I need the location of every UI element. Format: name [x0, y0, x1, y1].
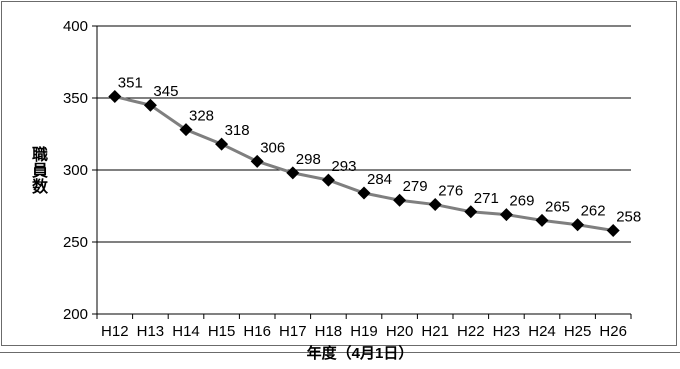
x-tick-label: H25 — [564, 323, 592, 340]
data-point — [357, 186, 371, 200]
data-point — [215, 137, 229, 151]
data-point — [286, 166, 300, 180]
y-tick-label: 250 — [63, 234, 88, 251]
x-tick-label: H26 — [599, 323, 627, 340]
y-axis-label: 職員数 — [29, 146, 46, 194]
data-label: 293 — [331, 158, 356, 175]
y-tick-label: 400 — [63, 18, 88, 35]
data-label: 271 — [474, 190, 499, 207]
x-tick-label: H15 — [208, 323, 236, 340]
x-tick-label: H14 — [172, 323, 200, 340]
chart-frame — [1, 1, 677, 346]
data-label: 258 — [616, 208, 641, 225]
data-point — [428, 198, 442, 212]
x-tick-label: H12 — [101, 323, 129, 340]
x-tick-label: H19 — [350, 323, 378, 340]
data-point — [143, 98, 157, 112]
data-label: 276 — [438, 183, 463, 200]
data-label: 279 — [403, 178, 428, 195]
x-tick-label: H24 — [528, 323, 556, 340]
data-point — [321, 173, 335, 187]
data-point — [393, 193, 407, 207]
data-point — [499, 208, 513, 222]
data-label: 318 — [225, 122, 250, 139]
x-tick-label: H22 — [457, 323, 485, 340]
x-tick-label: H18 — [315, 323, 343, 340]
data-label: 262 — [581, 203, 606, 220]
y-tick-label: 200 — [63, 306, 88, 323]
data-label: 269 — [509, 193, 534, 210]
x-tick-label: H17 — [279, 323, 307, 340]
x-tick-label: H20 — [386, 323, 414, 340]
data-label: 284 — [367, 171, 392, 188]
data-label: 351 — [118, 75, 143, 92]
data-point — [535, 213, 549, 227]
data-label: 345 — [153, 83, 178, 100]
x-tick-label: H21 — [421, 323, 449, 340]
data-label: 328 — [189, 108, 214, 125]
x-tick-label: H13 — [137, 323, 165, 340]
x-tick-label: H23 — [493, 323, 521, 340]
data-point — [571, 218, 585, 232]
data-point — [108, 90, 122, 104]
y-tick-label: 350 — [63, 90, 88, 107]
bottom-border — [0, 352, 680, 353]
data-point — [606, 223, 620, 237]
data-point — [179, 123, 193, 137]
data-label: 298 — [296, 151, 321, 168]
x-tick-label: H16 — [243, 323, 271, 340]
data-label: 306 — [260, 139, 285, 156]
x-axis-label: 年度（4月1日） — [306, 345, 414, 362]
data-point — [250, 154, 264, 168]
data-label: 265 — [545, 198, 570, 215]
data-point — [464, 205, 478, 219]
y-tick-label: 300 — [63, 162, 88, 179]
